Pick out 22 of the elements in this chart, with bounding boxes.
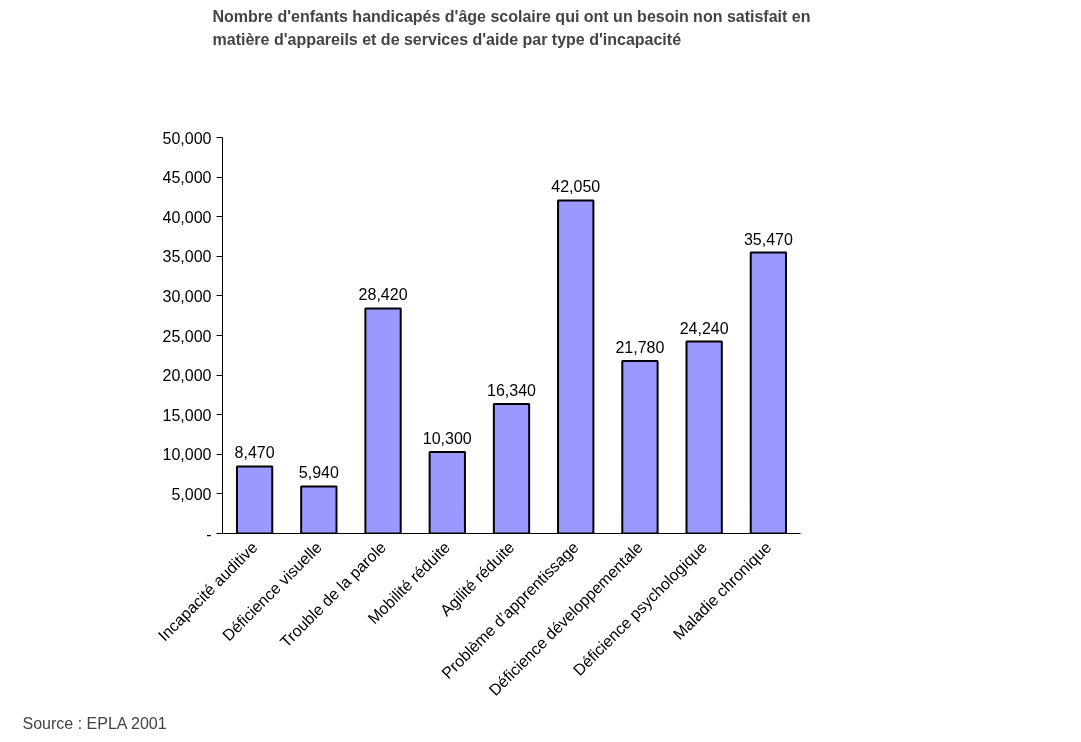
y-tick-label: 20,000 [162, 367, 212, 385]
data-label: 35,470 [743, 230, 793, 248]
y-tick-label: 30,000 [162, 287, 212, 305]
source-note: Source : EPLA 2001 [22, 714, 167, 732]
data-label: 8,470 [234, 444, 275, 462]
y-tick-label: 50,000 [162, 129, 212, 147]
data-label: 10,300 [422, 429, 472, 447]
chart-title: Nombre d'enfants handicapés d'âge scolaire qui ont un besoin non satisfait en matière d'appareils et de services d'aide par type d'incapacité [212, 7, 811, 49]
data-label: 21,780 [615, 339, 665, 356]
data-label: 5,940 [298, 464, 339, 482]
y-tick-label: - [206, 525, 212, 543]
y-tick-label: 5,000 [171, 485, 212, 503]
y-tick-label: 45,000 [162, 169, 212, 187]
y-tick-label: 10,000 [162, 446, 212, 464]
data-label: 42,050 [551, 178, 601, 196]
y-tick-label: 40,000 [162, 208, 212, 226]
y-tick-label: 35,000 [162, 248, 212, 266]
data-label: 24,240 [679, 319, 729, 337]
data-label: 16,340 [487, 382, 537, 400]
y-tick-label: 15,000 [162, 406, 212, 424]
data-label: 28,420 [358, 286, 408, 304]
y-tick-label: 25,000 [162, 327, 212, 345]
